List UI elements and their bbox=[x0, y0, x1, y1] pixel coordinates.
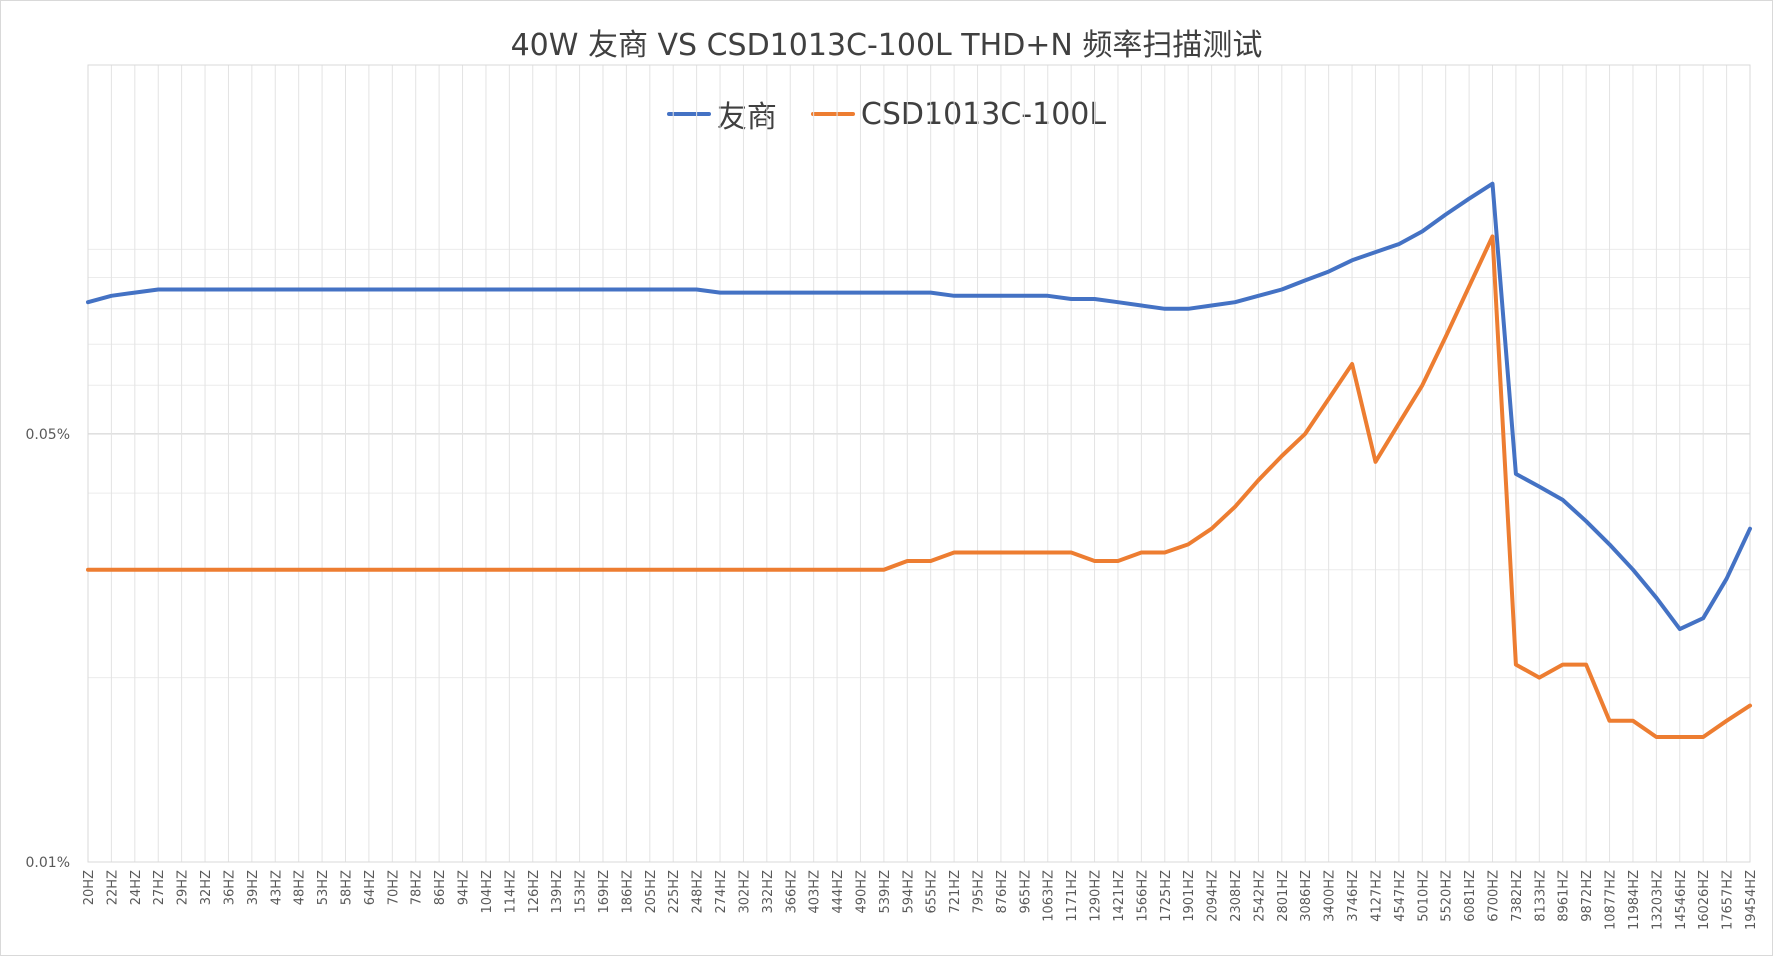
x-tick-label: 32HZ bbox=[199, 870, 214, 905]
x-tick-label: 2308HZ bbox=[1229, 870, 1244, 922]
x-tick-label: 24HZ bbox=[129, 870, 144, 905]
grid-layer bbox=[87, 64, 1751, 863]
x-tick-label: 19454HZ bbox=[1744, 870, 1759, 930]
x-tick-label: 594HZ bbox=[901, 870, 916, 914]
x-tick-label: 1725HZ bbox=[1159, 870, 1174, 922]
x-tick-label: 4547HZ bbox=[1393, 870, 1408, 922]
legend-entry-series-2: CSD1013C-100L bbox=[810, 92, 1107, 136]
x-tick-label: 1171HZ bbox=[1065, 870, 1080, 922]
x-tick-label: 6081HZ bbox=[1463, 870, 1478, 922]
x-tick-label: 10877HZ bbox=[1604, 870, 1619, 930]
x-tick-label: 126HZ bbox=[527, 870, 542, 914]
y-tick-label: 0.05% bbox=[26, 427, 70, 443]
x-tick-label: 225HZ bbox=[667, 870, 682, 914]
x-tick-label: 6700HZ bbox=[1487, 870, 1502, 922]
x-tick-label: 1063HZ bbox=[1042, 870, 1057, 922]
x-tick-label: 655HZ bbox=[925, 870, 940, 914]
x-tick-label: 17657HZ bbox=[1721, 870, 1736, 930]
x-tick-label: 332HZ bbox=[761, 870, 776, 914]
x-tick-label: 58HZ bbox=[339, 870, 354, 905]
x-tick-label: 86HZ bbox=[433, 870, 448, 905]
x-tick-label: 27HZ bbox=[152, 870, 167, 905]
x-tick-label: 876HZ bbox=[995, 870, 1010, 914]
x-tick-label: 36HZ bbox=[222, 870, 237, 905]
x-tick-label: 5520HZ bbox=[1440, 870, 1455, 922]
x-tick-label: 539HZ bbox=[878, 870, 893, 914]
x-tick-label: 1421HZ bbox=[1112, 870, 1127, 922]
chart-title: 40W 友商 VS CSD1013C-100L THD+N 频率扫描测试 bbox=[510, 28, 1263, 63]
x-tick-label: 490HZ bbox=[854, 870, 869, 914]
x-tick-label: 965HZ bbox=[1018, 870, 1033, 914]
x-tick-label: 29HZ bbox=[176, 870, 191, 905]
x-tick-label: 39HZ bbox=[246, 870, 261, 905]
x-axis-ticks: 20HZ 22HZ 24HZ 27HZ 29HZ 32HZ 36HZ 39HZ 43HZ 48HZ… bbox=[82, 870, 1759, 930]
x-tick-label: 274HZ bbox=[714, 870, 729, 914]
x-tick-label: 444HZ bbox=[831, 870, 846, 914]
x-tick-label: 104HZ bbox=[480, 870, 495, 914]
x-tick-label: 3746HZ bbox=[1346, 870, 1361, 922]
y-axis-ticks: 0.05% 0.01% bbox=[26, 427, 70, 871]
x-tick-label: 169HZ bbox=[597, 870, 612, 914]
x-tick-label: 14546HZ bbox=[1674, 870, 1689, 930]
x-tick-label: 43HZ bbox=[269, 870, 284, 905]
x-tick-label: 78HZ bbox=[410, 870, 425, 905]
legend-swatch-series-2 bbox=[810, 112, 855, 116]
x-tick-label: 8133HZ bbox=[1533, 870, 1548, 922]
x-tick-label: 795HZ bbox=[972, 870, 987, 914]
x-tick-label: 114HZ bbox=[503, 870, 518, 914]
x-tick-label: 2094HZ bbox=[1206, 870, 1221, 922]
x-tick-label: 248HZ bbox=[691, 870, 706, 914]
x-tick-label: 53HZ bbox=[316, 870, 331, 905]
x-tick-label: 7382HZ bbox=[1510, 870, 1525, 922]
x-tick-label: 139HZ bbox=[550, 870, 565, 914]
x-tick-label: 16026HZ bbox=[1697, 870, 1712, 930]
x-tick-label: 186HZ bbox=[620, 870, 635, 914]
x-tick-label: 403HZ bbox=[808, 870, 823, 914]
x-tick-label: 366HZ bbox=[784, 870, 799, 914]
y-tick-label: 0.01% bbox=[26, 855, 70, 871]
x-tick-label: 48HZ bbox=[293, 870, 308, 905]
x-tick-label: 64HZ bbox=[363, 870, 378, 905]
x-tick-label: 721HZ bbox=[948, 870, 963, 914]
x-tick-label: 9872HZ bbox=[1580, 870, 1595, 922]
x-tick-label: 1566HZ bbox=[1135, 870, 1150, 922]
x-tick-label: 1290HZ bbox=[1089, 870, 1104, 922]
x-tick-label: 3400HZ bbox=[1323, 870, 1338, 922]
x-tick-label: 4127HZ bbox=[1369, 870, 1384, 922]
x-tick-label: 70HZ bbox=[386, 870, 401, 905]
x-tick-label: 94HZ bbox=[457, 870, 472, 905]
x-tick-label: 13203HZ bbox=[1650, 870, 1665, 930]
x-tick-label: 20HZ bbox=[82, 870, 97, 905]
x-tick-label: 22HZ bbox=[105, 870, 120, 905]
x-tick-label: 302HZ bbox=[737, 870, 752, 914]
x-tick-label: 2801HZ bbox=[1276, 870, 1291, 922]
series-line-1 bbox=[86, 181, 1752, 632]
x-tick-label: 153HZ bbox=[574, 870, 589, 914]
legend-label-series-2: CSD1013C-100L bbox=[860, 96, 1107, 132]
plot-border bbox=[87, 64, 1751, 863]
series-layer bbox=[86, 181, 1752, 739]
x-tick-label: 11984HZ bbox=[1627, 870, 1642, 930]
legend-swatch-series-1 bbox=[666, 112, 711, 116]
x-tick-label: 205HZ bbox=[644, 870, 659, 914]
x-tick-label: 3086HZ bbox=[1299, 870, 1314, 922]
x-tick-label: 1901HZ bbox=[1182, 870, 1197, 922]
x-tick-label: 8961HZ bbox=[1557, 870, 1572, 922]
series-line-2 bbox=[86, 234, 1752, 739]
x-tick-label: 2542HZ bbox=[1252, 870, 1267, 922]
x-tick-label: 5010HZ bbox=[1416, 870, 1431, 922]
